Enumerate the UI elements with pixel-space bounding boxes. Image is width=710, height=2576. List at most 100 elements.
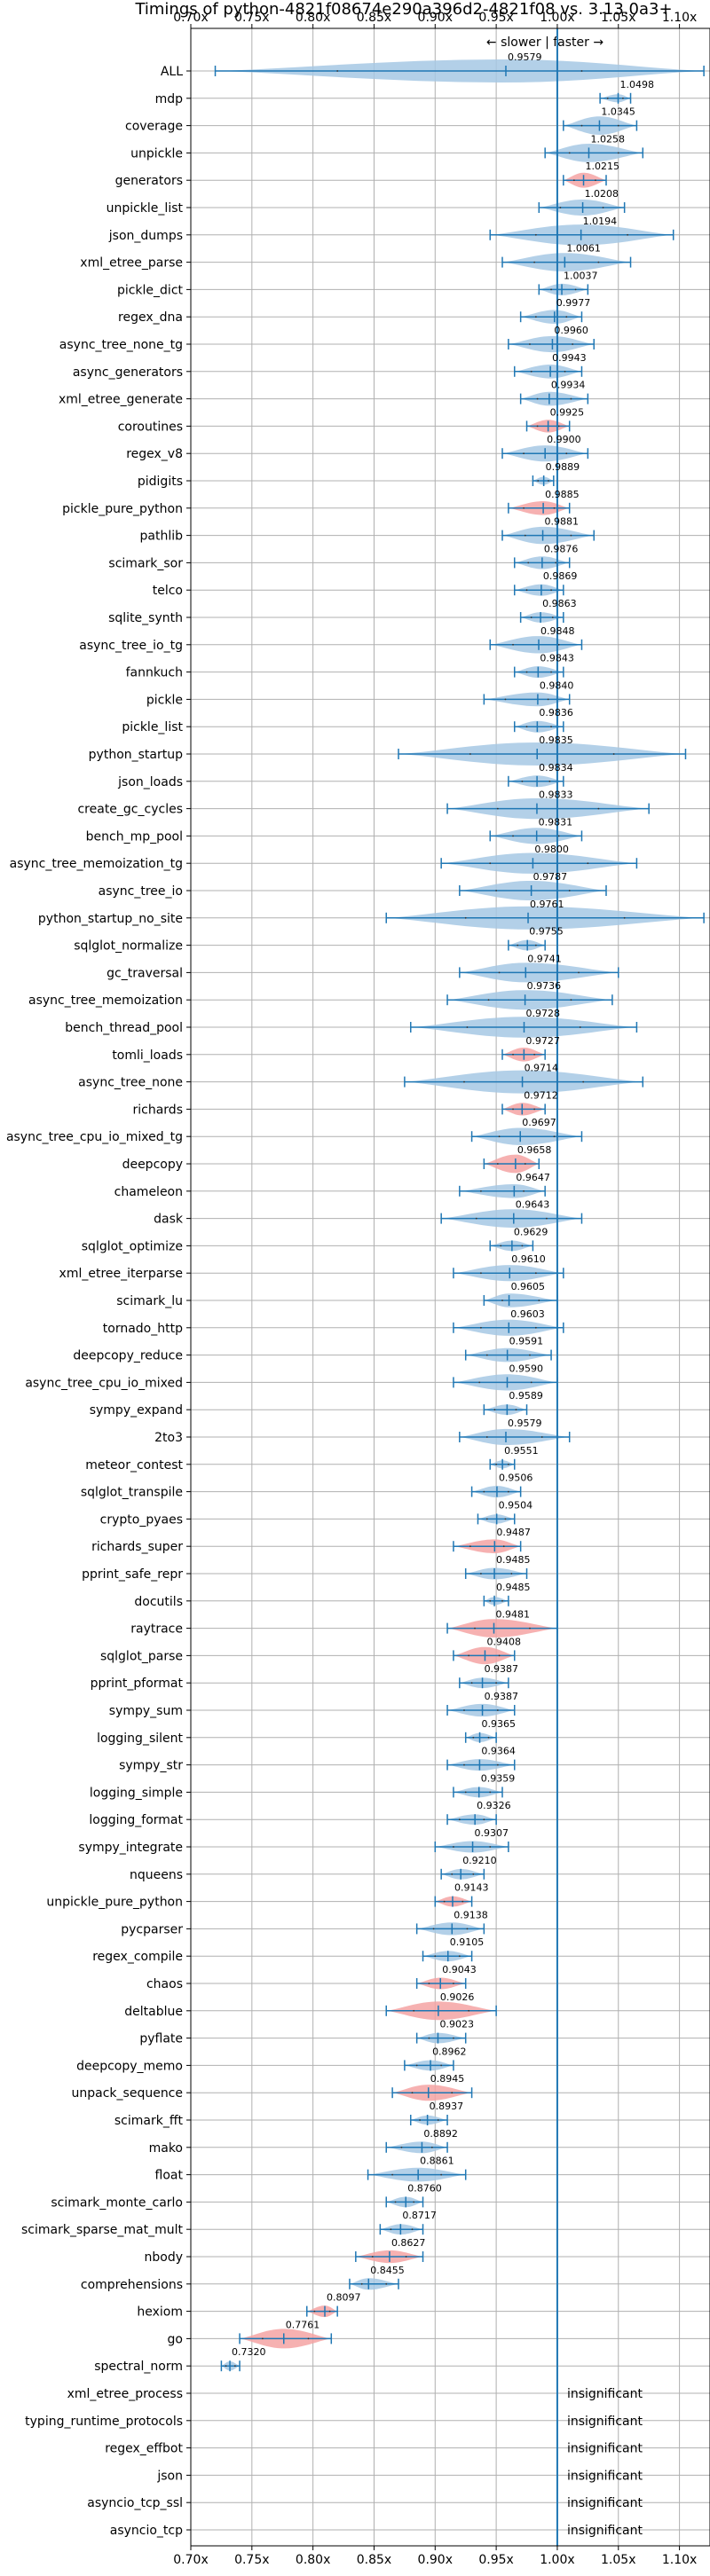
quartile-dot (385, 2282, 388, 2285)
benchmark-label: spectral_norm (94, 2360, 183, 2374)
benchmark-label: deepcopy (122, 1158, 183, 1172)
quartile-dot (472, 1873, 475, 1875)
quartile-dot (572, 179, 575, 182)
quartile-dot (579, 1026, 581, 1028)
insignificant-label: insignificant (567, 2469, 643, 2483)
value-label: 0.9843 (540, 653, 574, 664)
value-label: 0.9307 (475, 1827, 509, 1839)
value-label: 1.0061 (566, 243, 601, 255)
quartile-dot (411, 2228, 414, 2231)
quartile-dot (489, 862, 492, 865)
quartile-dot (466, 1928, 469, 1930)
quartile-dot (523, 452, 525, 455)
quartile-dot (606, 97, 609, 99)
benchmark-label: nbody (145, 2250, 184, 2265)
value-label: 0.9551 (504, 1445, 539, 1457)
benchmark-label: logging_simple (90, 1786, 183, 1800)
insignificant-label: insignificant (567, 2387, 643, 2401)
x-tick-label-top: 0.95x (478, 11, 513, 25)
benchmark-label: logging_format (89, 1813, 183, 1827)
quartile-dot (623, 916, 626, 919)
benchmark-label: scimark_monte_carlo (51, 2195, 183, 2210)
benchmark-label: deepcopy_memo (76, 2059, 183, 2073)
quartile-dot (530, 617, 532, 618)
quartile-dot (507, 1490, 509, 1493)
quartile-dot (550, 288, 552, 291)
value-label: 0.9610 (511, 1253, 546, 1265)
quartile-dot (430, 2146, 433, 2148)
quartile-dot (462, 1900, 464, 1903)
benchmark-label: sqlglot_parse (100, 1649, 183, 1663)
value-label: 0.9697 (522, 1117, 556, 1128)
quartile-dot (502, 1545, 505, 1548)
value-label: 0.9885 (545, 489, 580, 500)
value-label: 0.8937 (430, 2101, 463, 2112)
benchmark-label: crypto_pyaes (100, 1512, 183, 1527)
benchmark-label: sqlglot_transpile (81, 1486, 183, 1500)
benchmark-label: sqlglot_optimize (82, 1239, 183, 1253)
value-label: 0.9925 (550, 406, 585, 418)
value-label: 0.7320 (232, 2346, 266, 2358)
value-label: 0.9728 (526, 1008, 561, 1019)
benchmark-label: unpickle_pure_python (46, 1896, 183, 1910)
x-tick-label-bottom: 0.75x (234, 2553, 269, 2567)
quartile-dot (225, 2365, 227, 2368)
quartile-dot (498, 971, 501, 974)
benchmark-label: regex_v8 (126, 447, 183, 461)
quartile-dot (411, 2092, 414, 2094)
value-label: 0.9755 (529, 926, 564, 938)
quartile-dot (440, 2064, 443, 2067)
quartile-dot (493, 1409, 496, 1411)
quartile-dot (512, 643, 514, 646)
benchmark-label: deepcopy_reduce (73, 1349, 183, 1363)
benchmark-label: pprint_safe_repr (82, 1567, 183, 1582)
benchmark-label: regex_compile (92, 1950, 183, 1964)
value-label: 0.9761 (530, 899, 564, 910)
quartile-dot (504, 698, 507, 701)
quartile-dot (485, 1518, 488, 1520)
benchmark-label: 2to3 (154, 1431, 183, 1445)
value-label: 0.9834 (539, 762, 573, 774)
benchmark-label: regex_dna (118, 310, 183, 325)
quartile-dot (559, 207, 562, 208)
insignificant-label: insignificant (567, 2524, 643, 2538)
quartile-dot (597, 807, 600, 810)
quartile-dot (597, 261, 600, 263)
value-label: 0.9105 (450, 1936, 485, 1948)
quartile-dot (595, 179, 596, 182)
benchmark-label: async_tree_memoization (28, 993, 183, 1008)
quartile-dot (419, 2119, 421, 2121)
value-label: 0.8962 (432, 2046, 467, 2057)
value-label: 0.9741 (527, 953, 562, 964)
quartile-dot (360, 2282, 363, 2285)
quartile-dot (565, 452, 568, 455)
quartile-dot (587, 862, 589, 865)
benchmark-label: scimark_lu (116, 1294, 183, 1308)
quartile-dot (474, 1627, 476, 1630)
value-label: 0.9833 (539, 789, 573, 801)
value-label: 1.0208 (585, 188, 619, 200)
x-tick-label-bottom: 0.85x (357, 2553, 391, 2567)
quartile-dot (328, 2310, 331, 2313)
quartile-dot (453, 2037, 454, 2039)
value-label: 1.0258 (590, 133, 625, 145)
value-label: 0.9881 (545, 516, 580, 528)
quartile-dot (534, 1272, 537, 1275)
quartile-dot (529, 1627, 531, 1630)
benchmark-label: xml_etree_parse (80, 256, 183, 271)
x-tick-label-bottom: 1.05x (601, 2553, 635, 2567)
benchmark-label: xml_etree_iterparse (59, 1267, 183, 1281)
tick-layer: 0.70x 0.70x 0.75x 0.75x 0.80x 0.80x 0.85x 0.85x… (173, 11, 697, 2567)
x-tick-label-bottom: 1.00x (540, 2553, 574, 2567)
benchmark-label: pathlib (140, 530, 184, 544)
benchmark-label: sympy_expand (90, 1403, 183, 1418)
quartile-dot (534, 1326, 537, 1329)
quartile-dot (483, 1490, 485, 1493)
value-label: 0.8097 (327, 2292, 361, 2304)
benchmark-label: richards_super (91, 1540, 183, 1554)
x-tick-label-bottom: 0.80x (296, 2553, 330, 2567)
benchmark-label: xml_etree_process (67, 2387, 183, 2401)
benchmark-label: docutils (134, 1595, 183, 1609)
benchmark-label: unpack_sequence (72, 2086, 183, 2101)
x-tick-label-top: 0.80x (296, 11, 330, 25)
